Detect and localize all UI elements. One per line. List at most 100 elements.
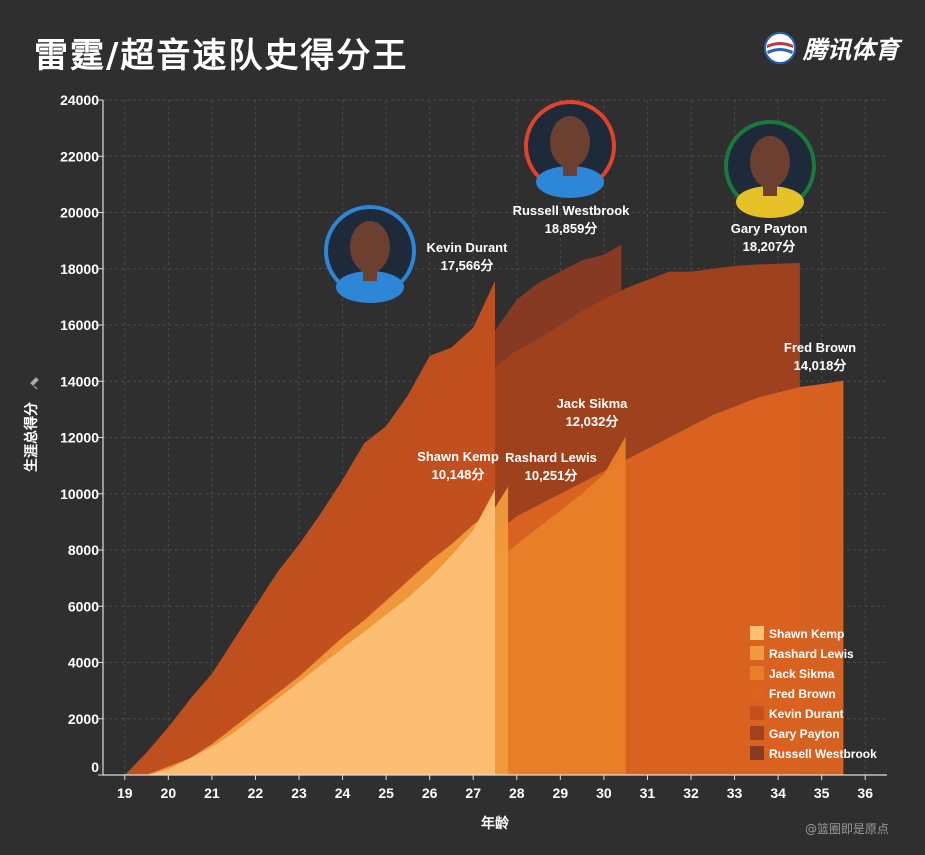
legend-label: Russell Westbrook [769,747,877,761]
series-label-name: Russell Westbrook [513,203,631,218]
x-tick-label: 24 [335,785,351,801]
series-label: Jack Sikma 12,032分 [557,396,629,429]
legend-label: Shawn Kemp [769,627,844,641]
y-tick-label: 10000 [60,486,99,502]
avatar-face [350,221,390,273]
x-tick-label: 31 [640,785,656,801]
pin-icon [30,377,39,390]
series-label: Gary Payton 18,207分 [731,221,808,254]
legend-item: Gary Payton [750,726,840,741]
legend-swatch [750,646,764,660]
y-tick-label: 2000 [68,711,99,727]
area-shawn-kemp [146,489,496,775]
series-label-total: 18,859分 [545,221,598,236]
legend-item: Fred Brown [750,686,836,701]
series-label-total: 10,251分 [525,468,578,483]
series-label-total: 12,032分 [566,414,619,429]
series-label-total: 10,148分 [432,467,485,482]
legend-item: Rashard Lewis [750,646,854,661]
avatar-jersey [736,186,804,218]
x-tick-label: 30 [596,785,612,801]
globe-icon [764,31,796,64]
series-label-name: Fred Brown [784,340,856,355]
legend-swatch [750,746,764,760]
y-tick-label: 14000 [60,373,99,389]
avatar-jersey [336,271,404,303]
chart-title: 雷霆/超音速队史得分王 [34,36,409,76]
series-label: Kevin Durant 17,566分 [427,240,509,273]
series-label-name: Kevin Durant [427,240,509,255]
legend-swatch [750,726,764,740]
legend-label: Rashard Lewis [769,647,854,661]
y-tick-label: 16000 [60,317,99,333]
x-tick-label: 35 [814,785,830,801]
legend-label: Jack Sikma [769,667,835,681]
y-tick-label: 12000 [60,430,99,446]
legend-label: Gary Payton [769,727,840,741]
legend-swatch [750,666,764,680]
y-tick-label: 0 [91,759,99,775]
series-areas [124,244,844,776]
avatar-neck [763,182,777,196]
legend-item: Jack Sikma [750,666,835,681]
x-tick-label: 21 [204,785,220,801]
y-axis-label: 生涯总得分 [23,402,39,472]
legend-item: Shawn Kemp [750,626,844,641]
area-jack-sikma [211,436,626,775]
avatar-russell-westbrook [524,100,616,198]
series-label-name: Rashard Lewis [505,450,597,465]
series-label: Fred Brown 14,018分 [784,340,856,373]
legend-swatch [750,626,764,640]
avatar-jersey [536,166,604,198]
x-tick-label: 20 [161,785,177,801]
series-label-name: Gary Payton [731,221,808,236]
legend-item: Kevin Durant [750,706,844,721]
legend-label: Fred Brown [769,687,836,701]
x-tick-label: 26 [422,785,438,801]
x-tick-label: 25 [378,785,394,801]
x-tick-label: 32 [683,785,699,801]
x-tick-label: 28 [509,785,525,801]
legend-swatch [750,706,764,720]
x-tick-label: 22 [248,785,264,801]
watermark: @篮圈即是原点 [804,822,889,836]
series-label-name: Shawn Kemp [417,449,499,464]
y-tick-label: 20000 [60,205,99,221]
series-label-total: 18,207分 [743,239,796,254]
x-tick-label: 33 [727,785,743,801]
avatar-face [550,116,590,168]
x-tick-label: 19 [117,785,133,801]
series-label-name: Jack Sikma [557,396,629,411]
x-tick-label: 23 [291,785,307,801]
series-labels: Russell Westbrook 18,859分 Gary Payton 18,20… [417,203,856,483]
x-tick-label: 34 [770,785,786,801]
x-tick-label: 27 [465,785,481,801]
series-label: Shawn Kemp 10,148分 [417,449,499,482]
series-label: Russell Westbrook 18,859分 [513,203,631,236]
y-tick-label: 8000 [68,542,99,558]
avatar-kevin-durant [324,205,416,303]
legend-swatch [750,686,764,700]
x-tick-label: 29 [553,785,569,801]
legend-item: Russell Westbrook [750,746,877,761]
series-label-total: 14,018分 [794,358,847,373]
tencent-sports-logo: 腾讯体育 [763,30,899,65]
series-label: Rashard Lewis 10,251分 [505,450,597,483]
avatar-neck [363,267,377,281]
player-avatars [324,100,816,303]
legend: Shawn Kemp Rashard Lewis Jack Sikma Fred Br… [750,626,877,761]
y-tick-label: 4000 [68,655,99,671]
y-tick-label: 6000 [68,598,99,614]
logo-text: 腾讯体育 [803,36,899,64]
avatar-neck [563,162,577,176]
axes: 0 2000 4000 6000 8000 10000 12000 14000 16000 180… [23,92,887,831]
y-tick-label: 24000 [60,92,99,108]
x-axis-label: 年龄 [481,815,510,831]
legend-label: Kevin Durant [769,707,844,721]
series-label-total: 17,566分 [441,258,494,273]
y-tick-label: 22000 [60,148,99,164]
avatar-gary-payton [724,120,816,218]
y-tick-label: 18000 [60,261,99,277]
x-tick-label: 36 [857,785,873,801]
